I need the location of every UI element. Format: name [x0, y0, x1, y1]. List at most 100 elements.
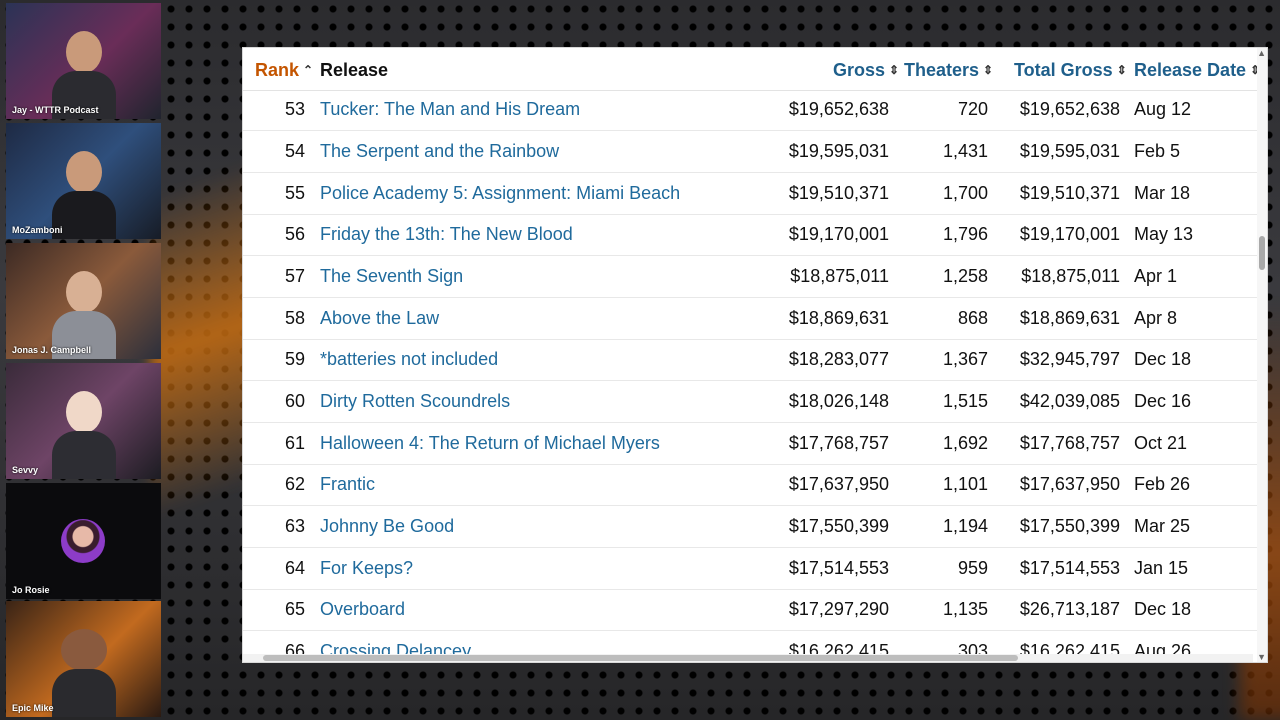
total-gross-cell: $26,713,187 [1019, 599, 1120, 619]
participant-name: Sevvy [12, 465, 39, 475]
horizontal-scrollbar[interactable] [243, 654, 1253, 662]
total-gross-cell: $18,875,011 [1021, 266, 1120, 286]
theaters-cell: 1,135 [942, 599, 988, 619]
release-link[interactable]: Above the Law [320, 308, 440, 328]
participant-name: Epic Mike [12, 703, 54, 713]
total-gross-cell: $17,550,399 [1019, 516, 1120, 536]
release-date-cell: Feb 26 [1134, 474, 1191, 494]
table-header: Rank ⌃ Release Gross ⇕ Theaters ⇕ Total Gro… [243, 48, 1267, 91]
sort-ascending-icon[interactable]: ⌃ [303, 63, 314, 77]
total-gross-cell: $18,869,631 [1019, 308, 1120, 328]
total-gross-cell: $19,595,031 [1019, 141, 1120, 161]
table-row: 63 Johnny Be Good $17,550,399 1,194 $17,… [243, 506, 1267, 548]
gross-cell: $18,283,077 [788, 349, 889, 369]
release-date-cell: Feb 5 [1134, 141, 1181, 161]
table-row: 59 *batteries not included $18,283,077 1… [243, 339, 1267, 381]
rank-cell: 62 [284, 474, 305, 494]
release-link[interactable]: *batteries not included [320, 349, 499, 369]
rank-cell: 54 [284, 141, 305, 161]
table-row: 64 For Keeps? $17,514,553 959 $17,514,55… [243, 548, 1267, 590]
vertical-scrollbar[interactable]: ▲ ▼ [1257, 48, 1267, 662]
release-column-header[interactable]: Release [320, 60, 389, 80]
release-date-cell: Mar 25 [1134, 516, 1191, 536]
gross-cell: $18,869,631 [788, 308, 889, 328]
participant-video [51, 623, 116, 717]
release-link[interactable]: Police Academy 5: Assignment: Miami Beac… [320, 183, 681, 203]
theaters-cell: 720 [957, 99, 988, 119]
release-link[interactable]: Overboard [320, 599, 406, 619]
gross-cell: $18,875,011 [790, 266, 889, 286]
participant-video [51, 265, 116, 359]
horizontal-scroll-thumb[interactable] [263, 655, 1018, 661]
total-gross-cell: $17,514,553 [1019, 558, 1120, 578]
theaters-cell: 959 [957, 558, 988, 578]
theaters-cell: 868 [957, 308, 988, 328]
table-row: 61 Halloween 4: The Return of Michael My… [243, 423, 1267, 465]
rank-cell: 65 [284, 599, 305, 619]
theaters-cell: 1,367 [942, 349, 988, 369]
table-row: 57 The Seventh Sign $18,875,011 1,258 $1… [243, 256, 1267, 298]
release-link[interactable]: The Serpent and the Rainbow [320, 141, 560, 161]
participant-name: Jonas J. Campbell [12, 345, 92, 355]
theaters-cell: 1,431 [942, 141, 988, 161]
sort-both-icon[interactable]: ⇕ [1116, 63, 1127, 77]
theaters-column-header[interactable]: Theaters ⇕ [904, 60, 994, 80]
release-date-cell: Apr 1 [1134, 266, 1178, 286]
participant-video [51, 145, 116, 239]
release-link[interactable]: Friday the 13th: The New Blood [320, 224, 573, 244]
release-date-cell: Jan 15 [1134, 558, 1189, 578]
rank-cell: 61 [284, 433, 305, 453]
total-gross-column-header[interactable]: Total Gross ⇕ [1014, 60, 1127, 80]
release-link[interactable]: Tucker: The Man and His Dream [320, 99, 581, 119]
gross-cell: $17,637,950 [788, 474, 889, 494]
total-gross-cell: $19,170,001 [1019, 224, 1120, 244]
box-office-table: Rank ⌃ Release Gross ⇕ Theaters ⇕ Total Gro… [243, 48, 1267, 662]
table-row: 56 Friday the 13th: The New Blood $19,17… [243, 214, 1267, 256]
sort-both-icon[interactable]: ⇕ [1250, 63, 1261, 77]
table-row: 53 Tucker: The Man and His Dream $19,652… [243, 89, 1267, 131]
participant-tile: Epic Mike [6, 601, 161, 717]
release-link[interactable]: Dirty Rotten Scoundrels [320, 391, 511, 411]
total-gross-cell: $17,637,950 [1019, 474, 1120, 494]
participant-video [51, 25, 116, 119]
gross-cell: $17,514,553 [788, 558, 889, 578]
release-link[interactable]: The Seventh Sign [320, 266, 464, 286]
gross-cell: $19,510,371 [788, 183, 889, 203]
rank-cell: 53 [284, 99, 305, 119]
release-date-cell: Dec 18 [1134, 599, 1192, 619]
scroll-up-icon[interactable]: ▲ [1257, 48, 1266, 58]
participant-name: Jo Rosie [12, 585, 50, 595]
release-link[interactable]: Frantic [320, 474, 376, 494]
theaters-cell: 1,101 [942, 474, 988, 494]
rank-cell: 60 [284, 391, 305, 411]
release-date-column-header[interactable]: Release Date ⇕ [1134, 60, 1261, 80]
sort-both-icon[interactable]: ⇕ [889, 63, 900, 77]
theaters-cell: 1,700 [942, 183, 988, 203]
theaters-cell: 1,692 [942, 433, 988, 453]
scroll-down-icon[interactable]: ▼ [1257, 652, 1266, 662]
release-date-cell: Dec 16 [1134, 391, 1192, 411]
rank-column-header[interactable]: Rank ⌃ [255, 60, 314, 80]
table-row: 55 Police Academy 5: Assignment: Miami B… [243, 173, 1267, 215]
gross-cell: $19,652,638 [788, 99, 889, 119]
theaters-cell: 1,796 [942, 224, 988, 244]
participant-tile: Sevvy [6, 363, 161, 479]
participant-tile: Jay - WTTR Podcast [6, 3, 161, 119]
participant-tile: MoZamboni [6, 123, 161, 239]
release-link[interactable]: Halloween 4: The Return of Michael Myers [320, 433, 660, 453]
gross-column-header[interactable]: Gross ⇕ [833, 60, 900, 80]
release-date-cell: Apr 8 [1134, 308, 1178, 328]
release-date-cell: Dec 18 [1134, 349, 1192, 369]
table-row: 60 Dirty Rotten Scoundrels $18,026,148 1… [243, 381, 1267, 423]
release-link[interactable]: Johnny Be Good [320, 516, 455, 536]
rank-cell: 56 [284, 224, 305, 244]
release-date-cell: Oct 21 [1134, 433, 1188, 453]
vertical-scroll-thumb[interactable] [1259, 236, 1265, 270]
table-row: 54 The Serpent and the Rainbow $19,595,0… [243, 131, 1267, 173]
release-date-cell: Aug 12 [1134, 99, 1192, 119]
release-link[interactable]: For Keeps? [320, 558, 414, 578]
theaters-cell: 1,258 [942, 266, 988, 286]
gross-cell: $17,297,290 [788, 599, 889, 619]
table-row: 65 Overboard $17,297,290 1,135 $26,713,1… [243, 589, 1267, 631]
sort-both-icon[interactable]: ⇕ [983, 63, 994, 77]
